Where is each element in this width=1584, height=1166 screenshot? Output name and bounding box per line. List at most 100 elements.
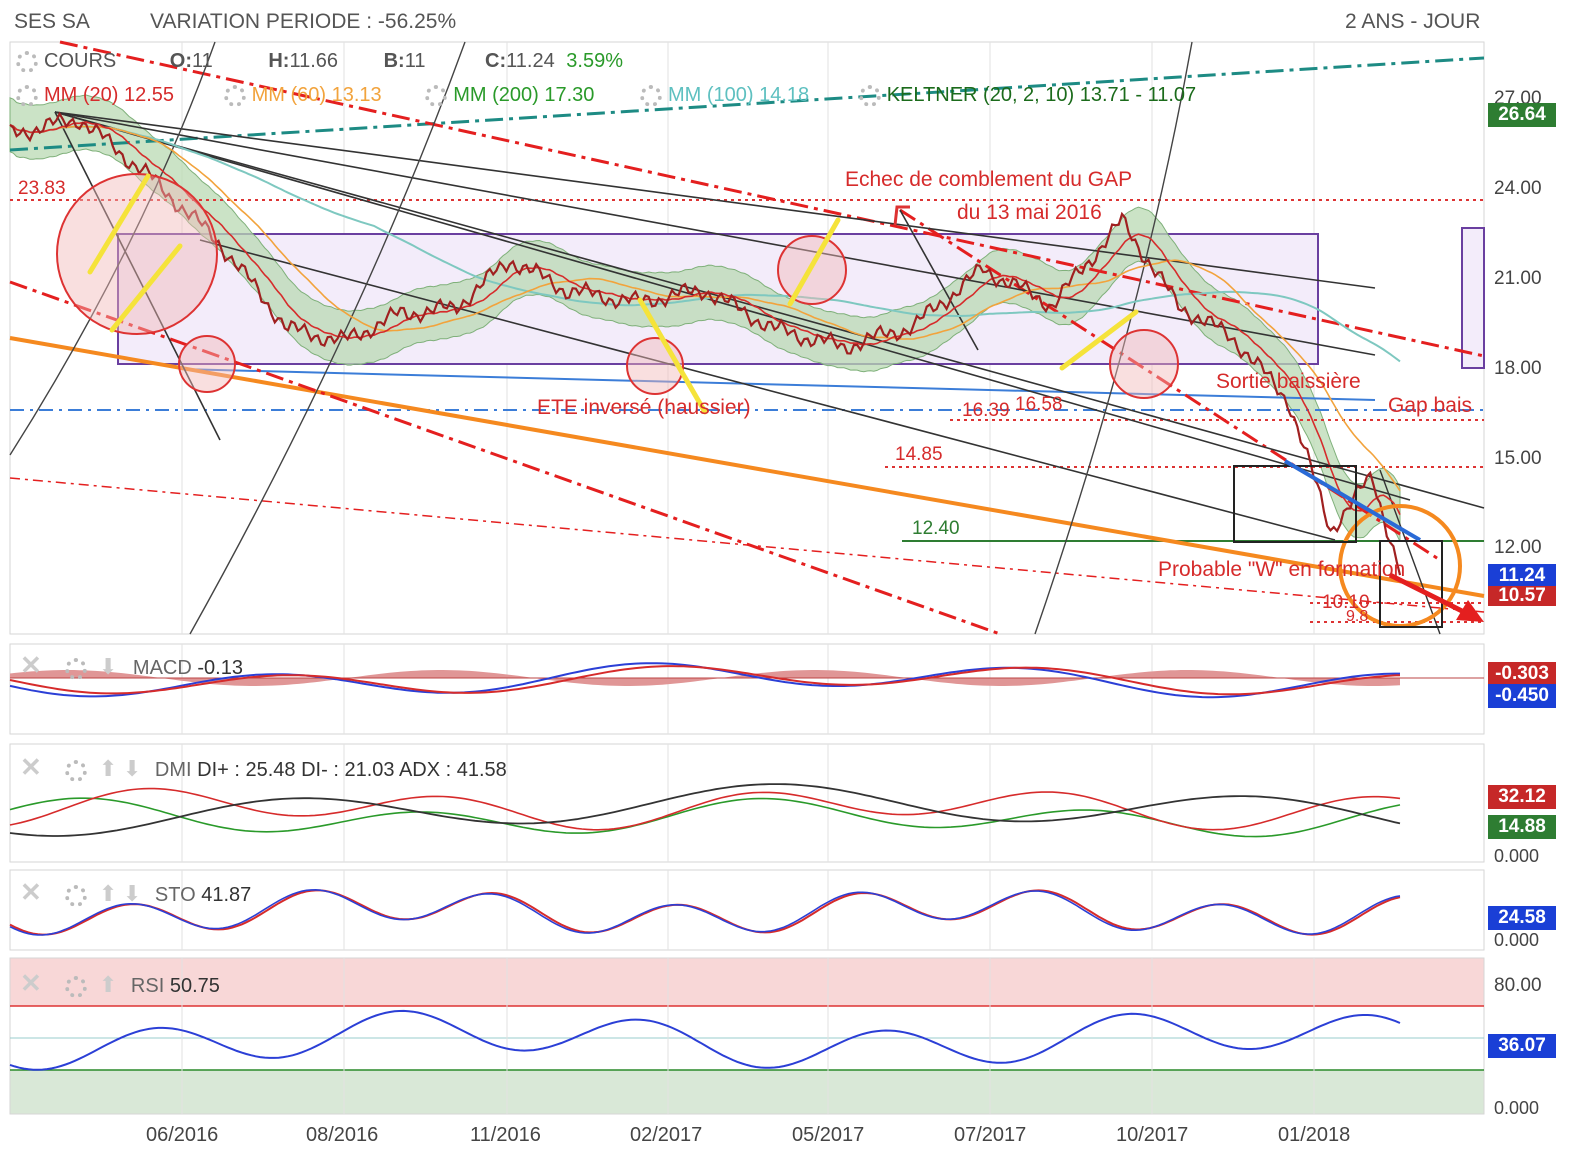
red-arrow-line bbox=[1388, 572, 1472, 618]
circle-sortie bbox=[1109, 329, 1179, 399]
dmi-minus-line bbox=[9, 797, 1401, 838]
level-1240: 12.40 bbox=[912, 518, 960, 539]
red-arrow-head bbox=[1456, 600, 1484, 622]
level-1485: 14.85 bbox=[895, 444, 943, 465]
y-tick: 15.00 bbox=[1494, 448, 1542, 469]
gear-icon[interactable] bbox=[223, 84, 246, 107]
close-icon[interactable]: ✕ bbox=[20, 752, 42, 782]
badge-1057: 10.57 bbox=[1488, 586, 1556, 606]
rsi-overbought-zone bbox=[10, 958, 1484, 1006]
annotation-sortie: Sortie baissière bbox=[1216, 370, 1361, 393]
x-tick: 01/2018 bbox=[1278, 1124, 1351, 1146]
badge-1124: 11.24 bbox=[1488, 564, 1556, 588]
close-icon[interactable]: ✕ bbox=[20, 968, 42, 998]
y-tick: 18.00 bbox=[1494, 358, 1542, 379]
y-tick: 12.00 bbox=[1494, 537, 1542, 558]
gear-icon[interactable] bbox=[16, 50, 38, 73]
x-tick: 05/2017 bbox=[792, 1124, 865, 1146]
macd-panel-frame bbox=[9, 643, 1485, 735]
ma200-label: MM (200) 17.30 bbox=[453, 84, 595, 106]
y-tick: 21.00 bbox=[1494, 268, 1542, 289]
adx-line bbox=[9, 783, 1401, 837]
dmi-plus-line bbox=[9, 787, 1401, 831]
annotation-ete: ETE inversé (haussier) bbox=[537, 396, 751, 419]
y-tick: 0.000 bbox=[1494, 846, 1540, 866]
level-9: 9.8 bbox=[1346, 608, 1369, 625]
arrow-up-icon[interactable]: ⬆ bbox=[98, 881, 118, 906]
macd-header: ✕ ⬇ MACD -0.13 bbox=[20, 650, 243, 680]
variation-label: VARIATION PERIODE : -56.25% bbox=[150, 10, 457, 33]
rsi-line bbox=[9, 1009, 1401, 1071]
gear-icon[interactable] bbox=[65, 759, 88, 782]
ma-row: MM (20) 12.55 MM (60) 13.13 MM (200) 17.… bbox=[16, 84, 1196, 107]
right-box bbox=[1461, 227, 1485, 369]
gear-icon[interactable] bbox=[16, 84, 38, 107]
arrow-down-icon[interactable]: ⬇ bbox=[122, 881, 142, 906]
ma-200-line bbox=[9, 123, 1401, 363]
gap-marker-1 bbox=[893, 205, 910, 226]
arrow-up-icon[interactable]: ⬆ bbox=[98, 756, 118, 781]
blue-short-line bbox=[1283, 459, 1422, 542]
level-1639: 16.39 bbox=[962, 400, 1010, 421]
annotation-probable: Probable "W" en formation bbox=[1158, 558, 1406, 581]
circle-low-1 bbox=[178, 335, 236, 393]
badge-2664: 26.64 bbox=[1488, 103, 1556, 127]
sto-header: ✕ ⬆ ⬇ STO 41.87 bbox=[20, 877, 252, 907]
red-dashdot-1 bbox=[9, 280, 1001, 636]
annotation-gap: Echec de comblement du GAP bbox=[845, 168, 1133, 191]
vertical-grid bbox=[181, 42, 1315, 1114]
gear-icon[interactable] bbox=[65, 657, 88, 680]
keltner-label: KELTNER (20, 2, 10) 13.71 - 11.07 bbox=[886, 84, 1197, 106]
sto-panel-frame bbox=[9, 869, 1485, 951]
w-box-2 bbox=[1379, 540, 1443, 628]
red-thin-dashdot bbox=[9, 477, 1485, 613]
chart-title: SES SA bbox=[14, 10, 90, 33]
price-line bbox=[9, 111, 1402, 576]
ma20-label: MM (20) 12.55 bbox=[44, 84, 175, 106]
arrow-up-icon[interactable]: ⬆ bbox=[98, 972, 118, 997]
period-selector[interactable]: 2 ANS - JOUR bbox=[1345, 10, 1481, 33]
black-fan-lines bbox=[54, 111, 1485, 541]
badge-rsi-blue: 36.07 bbox=[1488, 1034, 1556, 1058]
blue-support-line bbox=[179, 368, 1376, 401]
y-tick: 0.000 bbox=[1494, 1098, 1540, 1118]
gear-icon[interactable] bbox=[65, 884, 88, 907]
ma60-label: MM (60) 13.13 bbox=[251, 84, 382, 106]
rsi-oversold-zone bbox=[10, 1070, 1484, 1114]
badge-sto-blue: 24.58 bbox=[1488, 906, 1556, 930]
y-tick: 80.00 bbox=[1494, 975, 1542, 996]
macd-signal-line bbox=[9, 665, 1401, 696]
black-steep-line bbox=[1379, 469, 1441, 635]
rsi-panel-frame bbox=[9, 957, 1485, 1115]
badge-macd-blue: -0.450 bbox=[1488, 684, 1556, 708]
gear-icon[interactable] bbox=[425, 84, 448, 107]
x-tick: 06/2016 bbox=[146, 1124, 219, 1146]
close-icon[interactable]: ✕ bbox=[20, 877, 42, 907]
ma-20-line bbox=[9, 121, 1401, 515]
level-2383: 23.83 bbox=[18, 178, 66, 199]
badge-dmi-red: 32.12 bbox=[1488, 785, 1556, 809]
badge-dmi-green: 14.88 bbox=[1488, 815, 1556, 839]
badge-macd-red: -0.303 bbox=[1488, 662, 1556, 686]
x-tick: 11/2016 bbox=[470, 1124, 541, 1146]
orange-trendline bbox=[9, 336, 1485, 598]
cours-row: COURS O:11 H:11.66 B:11 C:11.24 3.59% bbox=[16, 50, 623, 73]
teal-trendline bbox=[9, 56, 1485, 152]
x-tick: 10/2017 bbox=[1116, 1124, 1189, 1146]
dmi-panel-frame bbox=[9, 743, 1485, 863]
arrow-down-icon[interactable]: ⬇ bbox=[98, 654, 118, 679]
annotation-gap-date: du 13 mai 2016 bbox=[957, 201, 1102, 224]
y-tick: 24.00 bbox=[1494, 178, 1542, 199]
gear-icon[interactable] bbox=[639, 84, 662, 107]
x-tick: 08/2016 bbox=[306, 1124, 379, 1146]
arrow-down-icon[interactable]: ⬇ bbox=[122, 756, 142, 781]
level-1658: 16.58 bbox=[1015, 394, 1063, 415]
close-icon[interactable]: ✕ bbox=[20, 650, 42, 680]
gear-icon[interactable] bbox=[65, 975, 88, 998]
x-tick: 07/2017 bbox=[954, 1124, 1027, 1146]
gear-icon[interactable] bbox=[858, 84, 881, 107]
annotation-gapbais: Gap bais bbox=[1388, 394, 1473, 417]
circle-ete bbox=[626, 337, 684, 395]
ma100-label: MM (100) 14.18 bbox=[667, 84, 810, 106]
